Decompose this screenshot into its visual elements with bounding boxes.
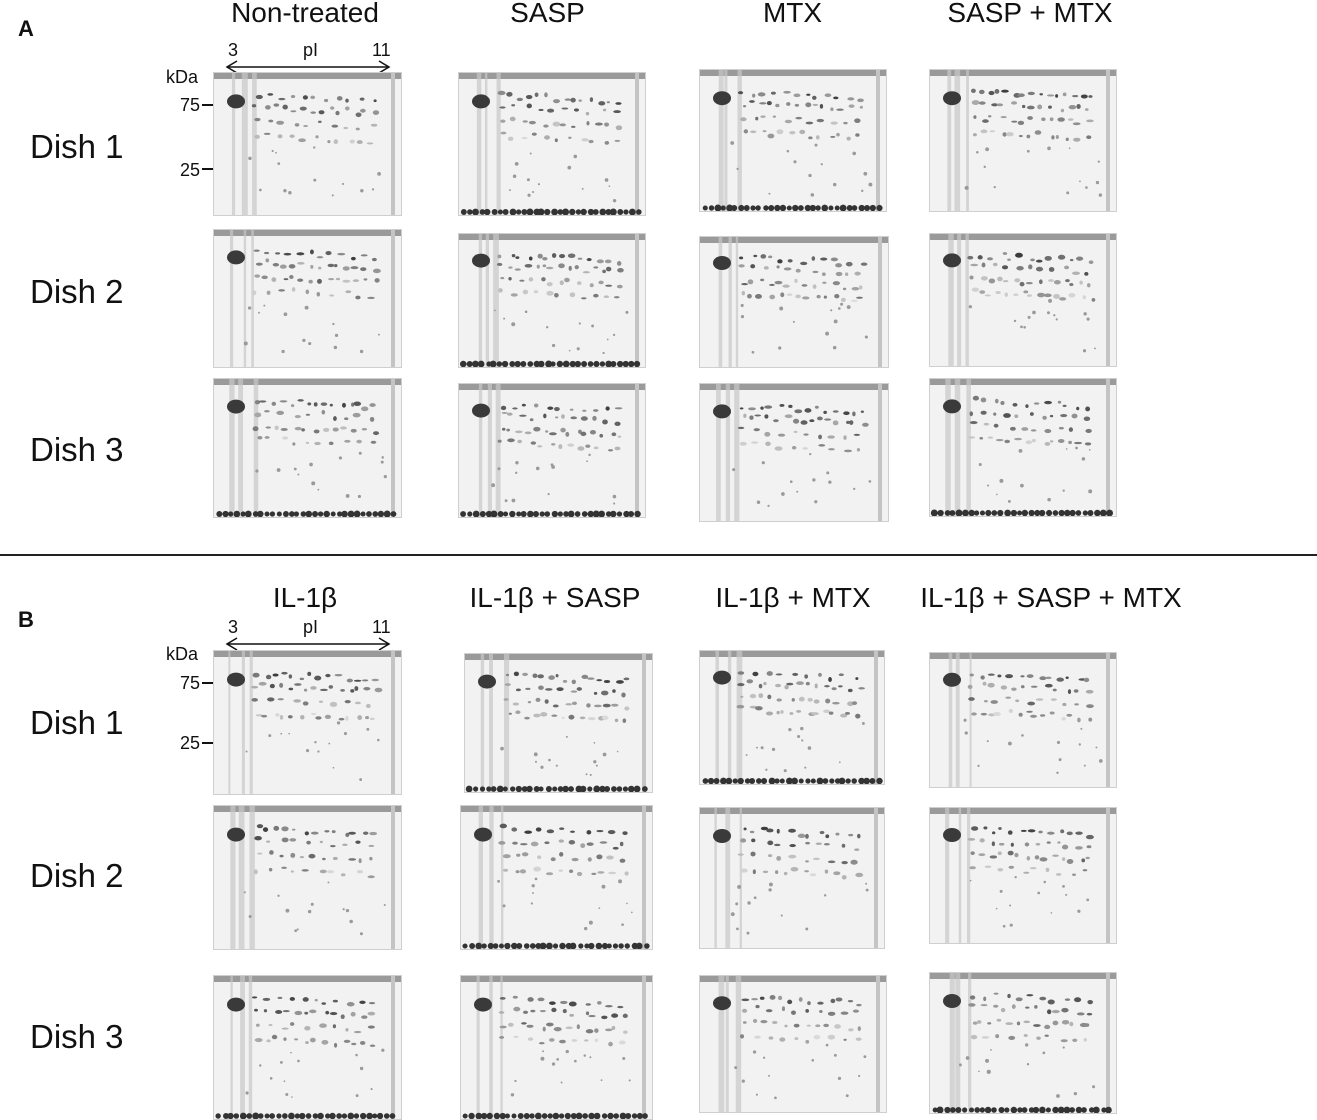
gel-image	[929, 378, 1117, 517]
ph-low-b: 3	[228, 617, 239, 637]
panel-a-letter: A	[18, 16, 34, 41]
mw-75-tick-b	[202, 682, 214, 684]
gel-pattern	[930, 234, 1116, 366]
gel-image	[699, 69, 887, 212]
mw-25-tick-a	[202, 168, 214, 170]
ph-arrow-b	[225, 637, 391, 651]
mw-75-a: 75	[180, 95, 201, 115]
gel-image	[213, 72, 402, 216]
gel-pattern	[459, 234, 645, 367]
gel-pattern	[459, 73, 645, 215]
gel-image	[213, 975, 402, 1120]
ph-label-b: pI	[303, 617, 319, 637]
gel-image	[458, 72, 646, 216]
gel-image	[699, 383, 889, 522]
gel-pattern	[700, 976, 886, 1112]
gel-image	[213, 650, 402, 795]
gel-pattern	[700, 808, 884, 948]
row-label-a-2: Dish 2	[30, 273, 124, 310]
gel-image	[458, 383, 646, 518]
ph-label-a: pI	[303, 40, 319, 60]
gel-image	[213, 805, 402, 950]
ph-low-a: 3	[228, 40, 239, 60]
gel-image	[464, 653, 653, 793]
gel-image	[929, 233, 1117, 367]
gel-pattern	[930, 653, 1116, 787]
gel-pattern	[930, 808, 1116, 943]
col-head-a-2: MTX	[762, 0, 823, 28]
ph-high-a: 11	[372, 40, 391, 60]
gel-pattern	[700, 70, 886, 211]
gel-image	[929, 652, 1117, 788]
mw-unit-b: kDa	[166, 644, 199, 664]
gel-pattern	[930, 973, 1116, 1113]
gel-pattern	[461, 976, 652, 1119]
mw-25-tick-b	[202, 742, 214, 744]
row-label-b-2: Dish 2	[30, 857, 124, 894]
gel-pattern	[214, 230, 401, 367]
gel-image	[699, 975, 887, 1113]
row-label-a-1: Dish 1	[30, 128, 124, 165]
col-head-a-1: SASP	[510, 0, 585, 28]
gel-pattern	[700, 651, 884, 784]
gel-pattern	[930, 70, 1116, 211]
col-head-a-3: SASP + MTX	[947, 0, 1113, 28]
gel-image	[460, 805, 653, 950]
mw-unit-a: kDa	[166, 67, 199, 87]
gel-image	[929, 972, 1117, 1114]
panel-divider	[0, 554, 1317, 556]
row-label-b-3: Dish 3	[30, 1018, 124, 1055]
gel-pattern	[459, 384, 645, 517]
gel-image	[460, 975, 653, 1120]
gel-image	[699, 650, 885, 785]
gel-image	[929, 807, 1117, 944]
gel-image	[929, 69, 1117, 212]
gel-pattern	[214, 651, 401, 794]
gel-image	[213, 229, 402, 368]
gel-pattern	[214, 73, 401, 215]
gel-pattern	[930, 379, 1116, 516]
col-head-b-3: IL-1β + SASP + MTX	[920, 582, 1182, 613]
col-head-b-0: IL-1β	[272, 582, 338, 613]
gel-pattern	[700, 237, 888, 367]
gel-image	[213, 378, 402, 518]
row-label-b-1: Dish 1	[30, 704, 124, 741]
gel-pattern	[214, 379, 401, 517]
col-head-b-1: IL-1β + SASP	[469, 582, 641, 613]
gel-pattern	[214, 806, 401, 949]
mw-25-a: 25	[180, 160, 201, 180]
gel-image	[458, 233, 646, 368]
gel-pattern	[214, 976, 401, 1119]
mw-75-tick-a	[202, 104, 214, 106]
gel-pattern	[465, 654, 652, 792]
mw-25-b: 25	[180, 733, 201, 753]
gel-image	[699, 807, 885, 949]
gel-image	[699, 236, 889, 368]
gel-pattern	[461, 806, 652, 949]
col-head-b-2: IL-1β + MTX	[715, 582, 871, 613]
ph-high-b: 11	[372, 617, 391, 637]
ph-arrow-a	[225, 60, 391, 74]
mw-75-b: 75	[180, 673, 201, 693]
col-head-a-0: Non-treated	[231, 0, 379, 28]
gel-pattern	[700, 384, 888, 521]
panel-b-letter: B	[18, 607, 34, 632]
row-label-a-3: Dish 3	[30, 431, 124, 468]
